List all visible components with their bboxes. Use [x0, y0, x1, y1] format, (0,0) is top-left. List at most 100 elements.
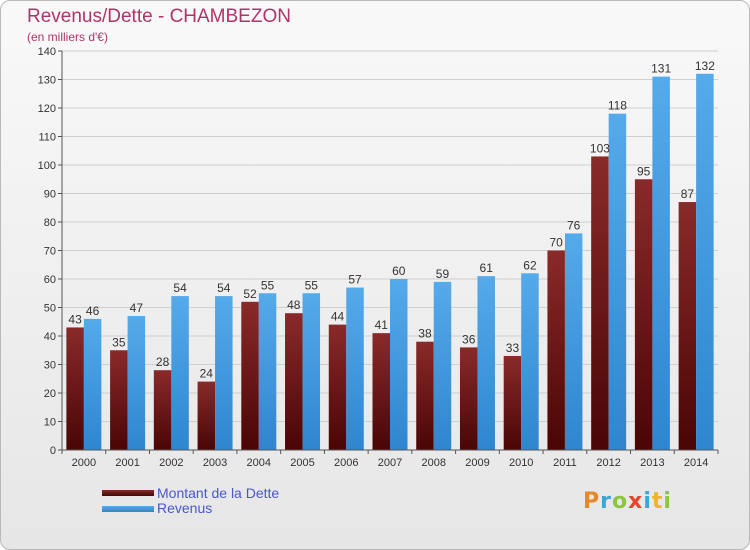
bar-debt: [241, 301, 259, 450]
data-label-revenue: 47: [130, 301, 144, 315]
y-tick-label: 10: [44, 417, 56, 429]
x-tick-label: 2007: [378, 457, 402, 469]
x-tick-label: 2012: [596, 457, 620, 469]
bar-debt: [416, 341, 434, 450]
bar-debt: [591, 156, 609, 450]
legend-label-debt: Montant de la Dette: [157, 485, 280, 501]
data-label-revenue: 62: [523, 258, 537, 272]
logo-letter: r: [600, 489, 612, 514]
bar-revenue: [171, 296, 189, 450]
data-label-debt: 35: [112, 335, 126, 349]
bar-revenue: [215, 296, 233, 450]
y-tick-label: 140: [38, 46, 56, 58]
x-tick-label: 2013: [640, 457, 664, 469]
x-tick-label: 2010: [509, 457, 533, 469]
bar-revenue: [83, 318, 102, 450]
data-label-debt: 52: [243, 287, 257, 301]
bar-revenue: [390, 279, 408, 450]
legend-swatch-revenue: [102, 506, 154, 512]
data-label-debt: 38: [418, 327, 432, 341]
data-label-debt: 95: [637, 164, 651, 178]
bar-debt: [678, 202, 697, 450]
data-label-revenue: 76: [567, 218, 581, 232]
bar-debt: [503, 355, 522, 450]
legend-label-revenue: Revenus: [157, 500, 213, 516]
y-tick-label: 30: [44, 360, 56, 372]
data-label-debt: 41: [375, 318, 389, 332]
y-tick-label: 90: [44, 189, 56, 201]
bar-debt: [153, 370, 172, 450]
bar-debt: [634, 179, 653, 450]
x-tick-label: 2005: [290, 457, 314, 469]
x-tick-label: 2006: [334, 457, 358, 469]
bar-revenue: [696, 73, 714, 451]
bar-revenue: [564, 233, 583, 450]
data-label-debt: 24: [200, 367, 214, 381]
data-label-revenue: 54: [217, 281, 231, 295]
data-label-debt: 70: [550, 236, 564, 250]
data-label-debt: 103: [590, 141, 610, 155]
data-label-revenue: 131: [651, 62, 671, 76]
data-label-debt: 48: [287, 298, 301, 312]
y-tick-label: 70: [44, 246, 56, 258]
data-label-debt: 36: [462, 332, 476, 346]
logo-letter: x: [628, 489, 644, 514]
x-tick-label: 2004: [247, 457, 271, 469]
data-label-revenue: 57: [348, 273, 362, 287]
logo-letter: P: [583, 489, 601, 514]
x-tick-label: 2014: [684, 457, 708, 469]
y-tick-label: 100: [38, 160, 56, 172]
bar-debt: [547, 250, 565, 450]
data-label-revenue: 59: [436, 267, 450, 281]
proxiti-logo: Proxiti: [583, 489, 672, 514]
x-tick-label: 2011: [553, 457, 577, 469]
y-tick-label: 80: [44, 217, 56, 229]
bar-revenue: [521, 273, 539, 450]
y-tick-label: 0: [50, 445, 56, 457]
data-label-debt: 87: [681, 187, 695, 201]
data-label-revenue: 61: [480, 261, 494, 275]
logo-letter: t: [651, 489, 664, 514]
bar-debt: [110, 350, 128, 450]
data-label-revenue: 46: [86, 304, 100, 318]
chart-subtitle: (en milliers d'€): [27, 30, 108, 44]
y-tick-label: 40: [44, 331, 56, 343]
legend-swatch-debt: [102, 490, 154, 496]
bar-revenue: [477, 276, 495, 450]
data-label-revenue: 132: [695, 59, 715, 73]
data-label-revenue: 54: [173, 281, 187, 295]
x-tick-label: 2003: [203, 457, 227, 469]
data-label-revenue: 60: [392, 264, 406, 278]
x-tick-label: 2001: [115, 457, 139, 469]
bar-debt: [372, 333, 390, 450]
y-tick-label: 110: [38, 132, 56, 144]
data-label-debt: 28: [156, 355, 170, 369]
bar-debt: [197, 381, 216, 450]
y-tick-label: 50: [44, 303, 56, 315]
x-tick-label: 2008: [421, 457, 445, 469]
bar-revenue: [652, 76, 670, 451]
x-tick-label: 2000: [72, 457, 96, 469]
data-label-debt: 33: [506, 341, 520, 355]
data-label-debt: 44: [331, 310, 345, 324]
bar-revenue: [302, 293, 321, 450]
data-label-revenue: 55: [305, 278, 319, 292]
bar-debt: [66, 327, 84, 450]
bar-debt: [459, 347, 478, 450]
y-tick-label: 60: [44, 274, 56, 286]
bar-revenue: [608, 113, 627, 450]
bar-revenue: [127, 316, 146, 450]
data-label-revenue: 118: [608, 99, 627, 113]
y-tick-label: 130: [38, 75, 56, 87]
data-label-debt: 43: [68, 312, 82, 326]
bar-revenue: [346, 287, 364, 450]
x-tick-label: 2009: [465, 457, 489, 469]
bar-debt: [328, 324, 347, 450]
logo-letter: i: [663, 489, 672, 514]
bar-revenue: [433, 281, 452, 450]
logo-letter: i: [643, 489, 652, 514]
logo-letter: o: [611, 489, 629, 514]
y-tick-label: 20: [44, 388, 56, 400]
